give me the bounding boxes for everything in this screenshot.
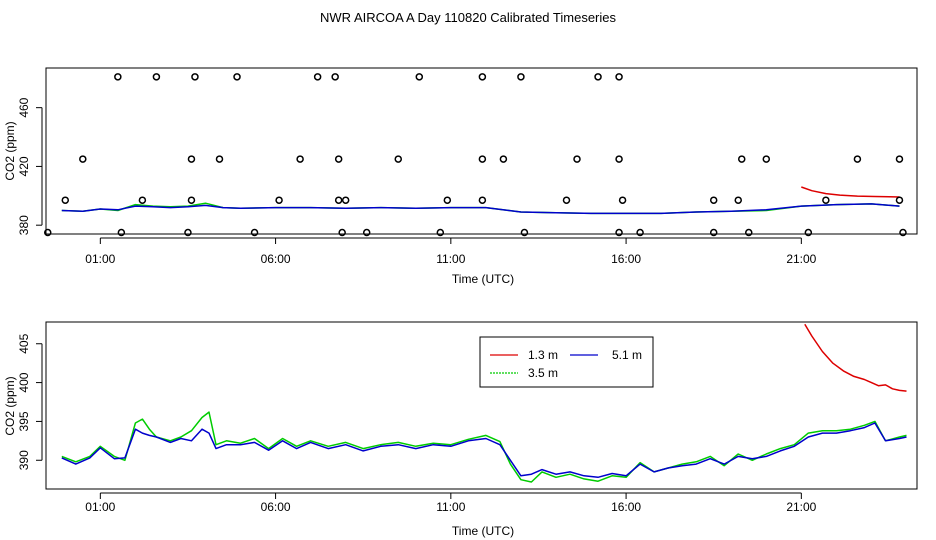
scatter-point xyxy=(331,73,339,81)
scatter-point xyxy=(615,73,623,81)
panel-top: Time (UTC) CO2 (ppm) 01:00 06:00 11:00 16:0… xyxy=(3,67,918,286)
series-line-5-1-m xyxy=(61,422,907,479)
legend-label-3-5m: 3.5 m xyxy=(528,366,558,380)
scatter-point xyxy=(341,196,350,204)
scatter-point xyxy=(499,155,508,163)
scatter-point xyxy=(853,155,862,163)
x-tick-label: 01:00 xyxy=(85,500,115,514)
scatter-point xyxy=(415,73,424,81)
series-line-3-5-m xyxy=(61,411,907,483)
x-tick-label: 16:00 xyxy=(611,252,641,266)
scatter-point xyxy=(138,196,147,204)
scatter-point xyxy=(478,73,487,81)
ticks-bottom: 01:00 06:00 11:00 16:00 21:00 390 395 400 405 xyxy=(17,333,817,514)
scatter-point xyxy=(520,228,529,237)
scatter-point xyxy=(737,155,746,163)
scatter-point xyxy=(478,196,487,204)
scatter-point xyxy=(334,155,343,163)
scatter-point xyxy=(44,228,52,237)
x-tick-label: 21:00 xyxy=(786,252,816,266)
y-axis-label-bottom: CO2 (ppm) xyxy=(3,376,17,435)
scatter-point xyxy=(187,155,196,163)
scatter-point xyxy=(709,196,718,204)
x-tick-label: 16:00 xyxy=(611,500,641,514)
scatter-point xyxy=(562,196,571,204)
scatter-point xyxy=(114,73,122,81)
y-tick-label: 460 xyxy=(17,97,31,117)
scatter-point xyxy=(233,73,241,81)
scatter-point xyxy=(762,155,771,163)
legend-label-1-3m: 1.3 m xyxy=(528,348,558,362)
series-line-1-3-m xyxy=(804,323,907,392)
scatter-point xyxy=(338,228,346,237)
x-tick-label: 11:00 xyxy=(436,252,465,266)
x-tick-label: 06:00 xyxy=(261,500,291,514)
scatter-point xyxy=(615,228,623,237)
y-tick-label: 420 xyxy=(17,156,31,176)
scatter-point xyxy=(394,155,403,163)
scatter-point xyxy=(117,228,126,237)
scatter-point xyxy=(250,228,259,237)
scatter-point xyxy=(594,73,602,81)
scatter-point xyxy=(152,73,161,81)
scatter-point xyxy=(184,228,192,237)
scatter-point xyxy=(804,228,813,237)
plot-frame-bottom xyxy=(45,321,918,490)
scatter-point xyxy=(517,73,525,81)
scatter-point xyxy=(436,228,445,237)
scatter-point xyxy=(573,155,581,163)
ticks-top: 01:00 06:00 11:00 16:00 21:00 380 420 460 xyxy=(17,97,817,266)
y-tick-label: 405 xyxy=(17,333,31,353)
x-tick-label: 11:00 xyxy=(436,500,465,514)
scatter-point xyxy=(61,196,70,204)
marks-top xyxy=(44,73,907,237)
scatter-point xyxy=(334,196,343,204)
scatter-point xyxy=(443,196,452,204)
scatter-point xyxy=(79,155,87,163)
scatter-point xyxy=(895,196,904,204)
scatter-point xyxy=(615,155,623,163)
y-tick-label: 390 xyxy=(17,450,31,470)
marks-bottom xyxy=(61,323,907,483)
y-tick-label: 380 xyxy=(17,215,31,235)
scatter-point xyxy=(362,228,371,237)
scatter-point xyxy=(895,155,904,163)
scatter-point xyxy=(822,196,830,204)
x-axis-label-bottom: Time (UTC) xyxy=(452,524,514,538)
legend: 1.3 m 3.5 m 5.1 m xyxy=(479,336,654,388)
series-line-1-3-m xyxy=(801,186,900,198)
scatter-point xyxy=(478,155,487,163)
scatter-point xyxy=(215,155,224,163)
scatter-point xyxy=(187,196,196,204)
scatter-point xyxy=(275,196,283,204)
scatter-point xyxy=(636,228,644,237)
scatter-point xyxy=(899,228,907,237)
scatter-point xyxy=(734,196,742,204)
series-line-5-1-m xyxy=(61,203,900,215)
legend-box xyxy=(479,336,654,388)
scatter-point xyxy=(296,155,304,163)
scatter-point xyxy=(709,228,718,237)
scatter-point xyxy=(191,73,199,81)
x-tick-label: 21:00 xyxy=(786,500,816,514)
y-axis-label-top: CO2 (ppm) xyxy=(3,121,17,180)
scatter-point xyxy=(745,228,753,237)
plot-frame-top xyxy=(45,67,918,235)
scatter-point xyxy=(313,73,322,81)
x-tick-label: 01:00 xyxy=(85,252,115,266)
y-tick-label: 400 xyxy=(17,372,31,392)
scatter-point xyxy=(618,196,627,204)
chart-title: NWR AIRCOA A Day 110820 Calibrated Times… xyxy=(320,10,616,25)
x-tick-label: 06:00 xyxy=(261,252,291,266)
y-tick-label: 395 xyxy=(17,411,31,431)
panel-bottom: Time (UTC) CO2 (ppm) 01:00 06:00 11:00 16:0… xyxy=(3,321,918,538)
x-axis-label-top: Time (UTC) xyxy=(452,272,514,286)
legend-label-5-1m: 5.1 m xyxy=(612,348,642,362)
